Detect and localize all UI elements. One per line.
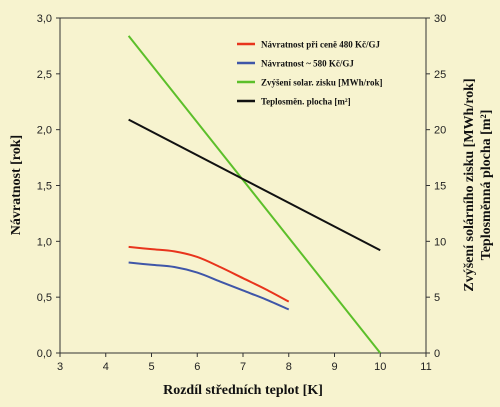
x-tick-label: 10 (374, 361, 386, 373)
y-left-tick-label: 3,0 (37, 13, 52, 25)
y-left-tick-label: 0,0 (37, 348, 52, 360)
x-tick-label: 4 (103, 361, 109, 373)
y-left-tick-label: 1,0 (37, 236, 52, 248)
x-tick-label: 8 (286, 361, 292, 373)
y-right-tick-label: 5 (434, 292, 440, 304)
y-left-tick-label: 0,5 (37, 292, 52, 304)
y-axis-right-title-1: Zvýšení solárního zisku [MWh/rok] (462, 78, 477, 291)
y-right-tick-label: 30 (434, 13, 446, 25)
series-line-1 (128, 245, 290, 303)
x-tick-label: 7 (240, 361, 246, 373)
legend-label: Zvýšení solar. zisku [MWh/rok] (261, 78, 383, 88)
series-line-3 (127, 35, 382, 354)
legend-label: Návratnost při ceně 480 Kč/GJ (261, 40, 380, 50)
y-axis-right-title-2: Teplosměnná plocha [m²] (479, 110, 494, 261)
y-left-tick-label: 1,5 (37, 181, 52, 193)
y-right-tick-label: 20 (434, 125, 446, 137)
x-tick-label: 5 (148, 361, 154, 373)
legend-label: Teplosměn. plocha [m²] (261, 97, 351, 107)
y-right-tick-label: 25 (434, 69, 446, 81)
x-tick-label: 3 (57, 361, 63, 373)
x-tick-label: 11 (420, 361, 431, 373)
y-right-tick-label: 0 (434, 348, 440, 360)
series-line-2 (128, 261, 290, 311)
x-tick-label: 9 (331, 361, 337, 373)
x-tick-label: 6 (194, 361, 200, 373)
x-axis-title: Rozdíl středních teplot [K] (163, 383, 323, 398)
y-axis-left-title: Návratnost [rok] (9, 135, 24, 235)
plot-area (59, 17, 427, 354)
series-line-4 (128, 118, 381, 252)
legend-label: Návratnost ~ 580 Kč/GJ (261, 59, 354, 69)
y-left-tick-label: 2,5 (37, 69, 52, 81)
y-right-tick-label: 15 (434, 181, 446, 193)
y-right-tick-label: 10 (434, 236, 446, 248)
y-left-tick-label: 2,0 (37, 125, 52, 137)
